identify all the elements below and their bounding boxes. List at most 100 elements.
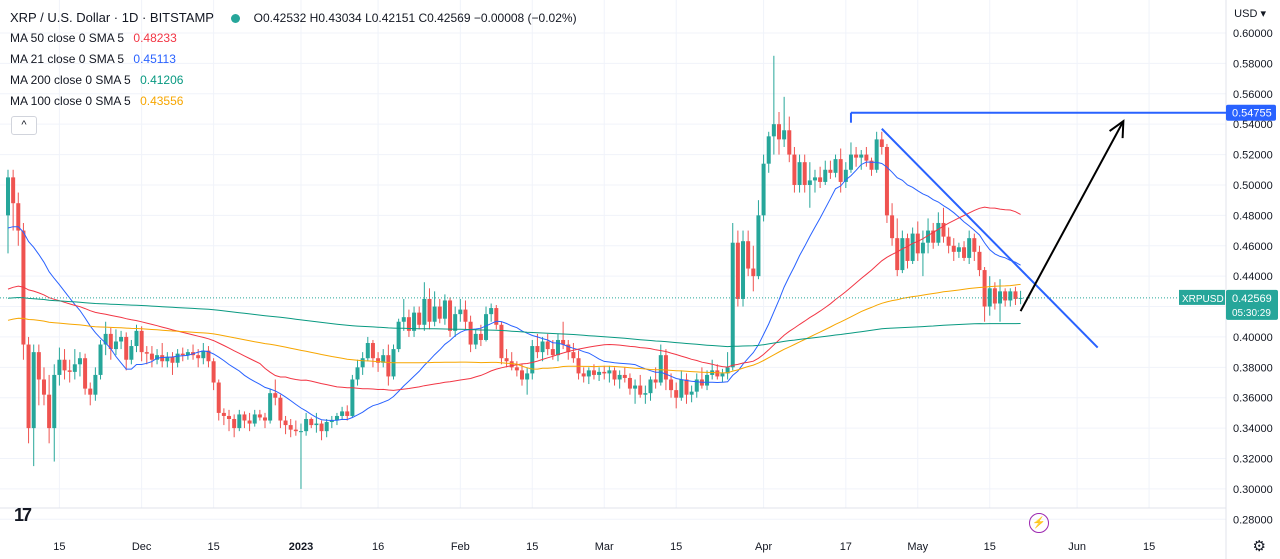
candle-body [874,139,879,170]
candle-body [669,379,674,391]
chevron-down-icon: ▾ [1260,8,1266,20]
candle-body [530,346,535,374]
symbol-title[interactable]: XRP / U.S. Dollar · 1D · BITSTAMP [10,10,214,25]
candle-body [278,397,283,421]
price-tick-label: 0.58000 [1233,58,1273,70]
candle-body [67,370,72,372]
candle-body [756,215,761,277]
time-tick-label: 15 [526,541,538,553]
legend-ma100[interactable]: MA 100 close 0 SMA 5 0.43556 [10,91,577,112]
time-tick-label: 15 [670,541,682,553]
candle-body [766,136,771,164]
candle-body [818,177,823,182]
ma200-value: 0.41206 [140,73,184,87]
candle-body [920,242,925,254]
candle-body [144,352,149,354]
candle-body [843,169,848,182]
legend-ma50[interactable]: MA 50 close 0 SMA 5 0.48233 [10,28,577,49]
candle-body [1013,291,1018,299]
market-status-icon[interactable] [231,14,241,24]
candle-body [895,238,900,271]
candle-body [535,346,540,353]
projection-arrow [1019,120,1125,312]
legend-ma200[interactable]: MA 200 close 0 SMA 5 0.41206 [10,70,577,91]
grid-lines [0,0,1226,520]
candle-body [88,388,93,395]
candle-body [550,349,555,356]
candle-body [134,330,139,347]
candle-body [273,393,278,398]
candle-body [987,288,992,307]
candle-body [494,308,499,325]
candle-body [802,162,807,185]
candle-body [298,431,303,433]
candle-body [401,317,406,322]
time-tick-label: May [907,541,928,553]
legend-ma21[interactable]: MA 21 close 0 SMA 5 0.45113 [10,49,577,70]
time-tick-label: Feb [451,541,470,553]
candle-body [941,222,946,237]
candle-body [175,353,180,363]
candle-body [869,160,874,170]
tradingview-logo-icon[interactable]: 17 [14,505,32,525]
ohlc-values: O0.42532 H0.43034 L0.42151 C0.42569 −0.0… [253,11,577,25]
price-tick-label: 0.44000 [1233,271,1273,283]
candle-body [571,352,576,359]
symbol-tag-label: XRPUSD [1182,294,1224,305]
candle-body [41,379,46,395]
gear-icon[interactable]: ⚙ [1252,538,1266,555]
currency-selector[interactable]: USD ▾ [1234,7,1266,20]
candle-body [463,309,468,322]
candle-body [427,298,432,322]
time-tick-label: 2023 [289,541,313,553]
candle-body [119,336,124,342]
candle-body [314,423,319,426]
candle-body [350,379,355,416]
candle-body [252,414,257,424]
time-tick-label: Dec [132,541,152,553]
candle-body [627,377,632,389]
candle-body [741,241,746,299]
candle-body [422,298,427,325]
candle-body [761,163,766,216]
candle-body [62,359,67,371]
candle-body [730,242,735,368]
ma21-line [7,161,1021,421]
candle-body [946,236,951,246]
candle-body [211,361,216,383]
candle-body [607,370,612,374]
candle-body [355,367,360,380]
time-tick-label: 15 [1143,541,1155,553]
ma21-value: 0.45113 [133,52,176,66]
candle-body [453,314,458,331]
candle-body [406,317,411,331]
candle-body [201,350,206,359]
candle-body [268,393,273,421]
candle-body [155,355,160,360]
candle-body [520,370,524,380]
candle-body [555,339,560,356]
candle-body [345,411,350,416]
candle-body [597,371,602,375]
candle-body [910,233,915,261]
time-tick-label: Jun [1068,541,1086,553]
candle-body [617,374,622,380]
ma50-line [7,206,1021,391]
downtrend-line [881,128,1099,349]
time-tick-label: 15 [53,541,65,553]
candle-body [926,230,931,243]
price-tick-label: 0.34000 [1233,423,1273,435]
candle-body [437,306,442,319]
time-tick-label: 17 [840,541,852,553]
candle-body [489,308,494,315]
candle-body [324,422,329,432]
collapse-legend-button[interactable]: ^ [11,116,37,135]
candle-body [206,350,211,362]
price-tick-label: 0.54000 [1233,119,1273,131]
lightning-icon[interactable]: ⚡ [1029,513,1049,533]
time-tick-label: 15 [207,541,219,553]
candle-body [581,373,586,377]
candle-body [16,203,21,231]
candle-body [612,370,617,380]
